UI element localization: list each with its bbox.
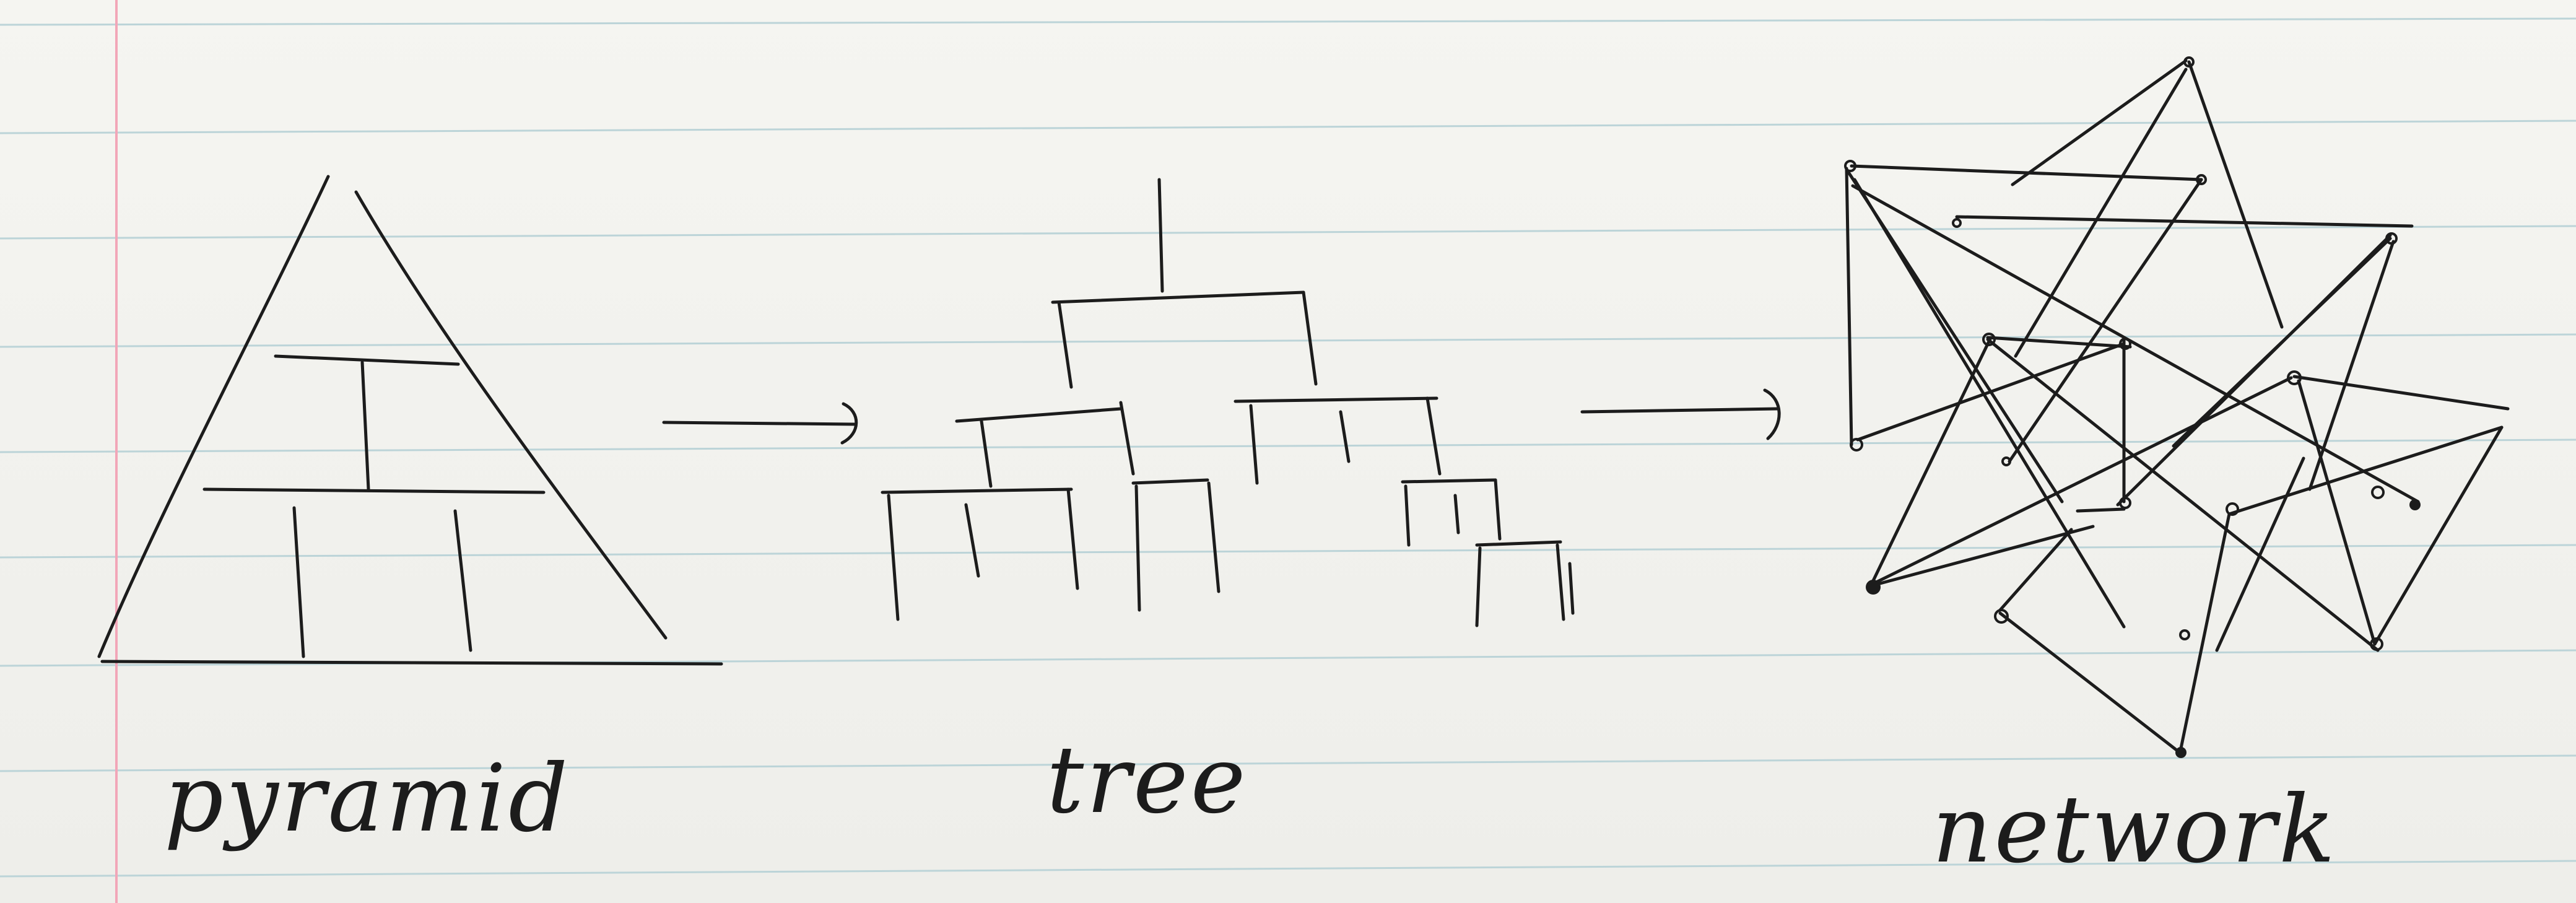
network-drawing xyxy=(1844,56,2510,758)
arrow-pyramid-to-tree xyxy=(662,402,858,445)
tree-label: tree xyxy=(1046,726,1248,834)
arrow-tree-to-network xyxy=(1580,388,1781,440)
pyramid-label: pyramid xyxy=(164,745,571,853)
tree-drawing xyxy=(881,178,1575,627)
network-label: network xyxy=(1932,776,2338,884)
pyramid-drawing xyxy=(97,175,723,666)
margin-line xyxy=(115,0,118,903)
